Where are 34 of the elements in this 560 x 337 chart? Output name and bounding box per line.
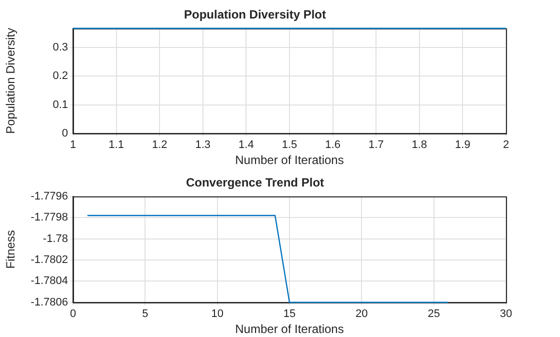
x-tick-label: 20 xyxy=(356,308,368,320)
x-tick-label: 1.1 xyxy=(108,139,124,152)
x-tick-label: 5 xyxy=(142,308,148,320)
y-tick-label: 0.3 xyxy=(52,42,68,54)
y-tick-label: -1.7798 xyxy=(30,212,68,224)
y-tick-label: -1.7802 xyxy=(30,254,68,266)
x-tick-label: 1.3 xyxy=(195,139,211,152)
x-tick-label: 0 xyxy=(70,308,76,320)
chart-title: Convergence Trend Plot xyxy=(186,176,324,190)
y-tick-label: -1.78 xyxy=(42,232,68,245)
x-tick-label: 2 xyxy=(502,139,510,152)
x-axis-title: Number of Iterations xyxy=(235,322,344,336)
x-tick-label: 10 xyxy=(211,308,224,320)
x-tick-label: 1.4 xyxy=(238,139,254,152)
x-tick-label: 1 xyxy=(70,139,76,152)
chart-title: Population Diversity Plot xyxy=(184,8,326,22)
y-tick-label: 0 xyxy=(62,127,68,140)
x-tick-label: 1.2 xyxy=(152,139,168,152)
x-tick-label: 1.6 xyxy=(325,139,340,152)
x-tick-label: 30 xyxy=(500,308,512,320)
x-axis-title: Number of Iterations xyxy=(235,153,344,168)
y-axis-title: Fitness xyxy=(4,230,18,269)
x-tick-label: 1.9 xyxy=(455,139,470,152)
y-tick-label: -1.7804 xyxy=(30,275,68,288)
y-axis-title: Population Diversity xyxy=(4,28,18,134)
y-tick-label: 0.2 xyxy=(52,70,68,82)
y-tick-label: 0.1 xyxy=(52,98,68,111)
x-tick-label: 1.7 xyxy=(368,139,384,152)
x-tick-label: 1.8 xyxy=(412,139,428,152)
x-tick-label: 1.5 xyxy=(282,139,298,152)
x-tick-label: 25 xyxy=(428,308,440,320)
y-tick-label: -1.7796 xyxy=(30,190,68,202)
x-tick-label: 15 xyxy=(283,308,296,320)
y-tick-label: -1.7806 xyxy=(30,296,68,308)
